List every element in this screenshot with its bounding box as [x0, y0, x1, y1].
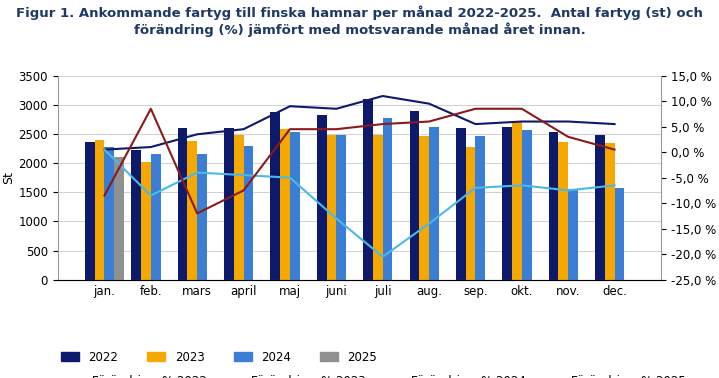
Bar: [270, 112, 280, 280]
Text: Figur 1. Ankommande fartyg till finska hamnar per månad 2022-2025.  Antal fartyg: Figur 1. Ankommande fartyg till finska h…: [16, 6, 703, 37]
Bar: [336, 135, 346, 280]
Bar: [595, 135, 605, 280]
Bar: [104, 147, 114, 280]
Bar: [456, 128, 466, 280]
Bar: [85, 141, 95, 280]
Legend: Förändrings% 2022, Förändrings% 2023, Förändrings% 2024, Förändrings% 2025: Förändrings% 2022, Förändrings% 2023, Fö…: [56, 370, 690, 378]
Bar: [132, 150, 141, 280]
Bar: [234, 135, 244, 280]
Bar: [197, 154, 207, 280]
Bar: [224, 128, 234, 280]
Bar: [410, 111, 419, 280]
Bar: [429, 127, 439, 280]
Bar: [141, 163, 151, 280]
Bar: [244, 146, 253, 280]
Y-axis label: St: St: [2, 171, 15, 184]
Bar: [151, 154, 160, 280]
Bar: [503, 127, 512, 280]
Bar: [419, 136, 429, 280]
Bar: [178, 128, 188, 280]
Legend: 2022, 2023, 2024, 2025: 2022, 2023, 2024, 2025: [56, 346, 382, 368]
Bar: [512, 121, 522, 280]
Bar: [188, 141, 197, 280]
Bar: [280, 129, 290, 280]
Bar: [317, 115, 326, 280]
Bar: [326, 135, 336, 280]
Bar: [605, 143, 615, 280]
Bar: [373, 135, 383, 280]
Bar: [475, 136, 485, 280]
Bar: [559, 141, 568, 280]
Bar: [114, 157, 124, 280]
Bar: [568, 189, 578, 280]
Bar: [95, 140, 104, 280]
Bar: [522, 130, 531, 280]
Bar: [549, 132, 559, 280]
Bar: [383, 118, 393, 280]
Bar: [466, 147, 475, 280]
Bar: [363, 99, 373, 280]
Bar: [290, 132, 300, 280]
Bar: [615, 187, 624, 280]
